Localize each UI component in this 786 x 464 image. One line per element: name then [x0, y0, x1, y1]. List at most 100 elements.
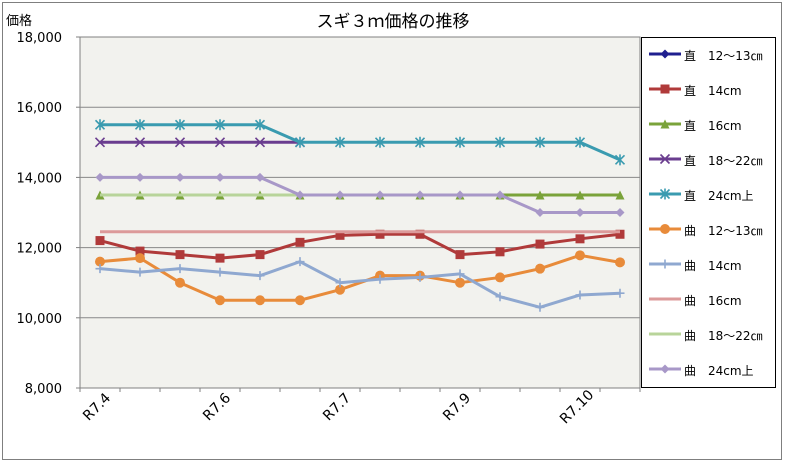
legend-swatch — [649, 224, 681, 234]
data-point — [495, 292, 505, 302]
series-line — [100, 175, 620, 214]
data-point — [174, 137, 186, 148]
legend-swatch — [649, 119, 681, 129]
data-point — [535, 208, 545, 217]
legend-swatch — [649, 364, 681, 374]
data-point — [255, 271, 265, 281]
legend-label: 直 24cm上 — [684, 189, 754, 203]
legend-swatch — [649, 297, 681, 301]
legend-item: 直 12～13㎝ — [642, 44, 777, 64]
x-tick-label: R7.9 — [440, 390, 474, 424]
legend-label: 曲 16cm — [684, 294, 742, 308]
data-point — [335, 230, 345, 240]
data-point — [135, 267, 145, 277]
legend-item: 直 18～22㎝ — [642, 149, 777, 169]
y-tick-label: 8,000 — [25, 382, 62, 397]
legend-swatch — [649, 188, 681, 200]
x-tick-label: R7.10 — [557, 387, 597, 427]
data-point — [95, 256, 105, 267]
data-point — [135, 172, 145, 182]
data-point — [295, 190, 305, 200]
legend-marker — [660, 49, 670, 59]
data-point — [615, 257, 625, 268]
series-4 — [94, 119, 626, 166]
legend-label: 曲 18～22㎝ — [684, 329, 763, 343]
data-point — [535, 263, 545, 274]
data-point — [174, 119, 186, 131]
x-tick-label: R7.6 — [200, 390, 234, 424]
data-point — [614, 154, 626, 166]
data-point — [615, 229, 625, 239]
data-point — [615, 190, 625, 200]
data-point — [415, 229, 425, 239]
data-point — [215, 267, 225, 277]
legend-item: 曲 16cm — [642, 289, 777, 309]
data-point — [414, 136, 426, 148]
legend-marker — [660, 84, 670, 94]
data-point — [255, 295, 265, 306]
y-tick-label: 12,000 — [17, 242, 63, 257]
y-tick-label: 18,000 — [17, 31, 63, 46]
data-point — [94, 137, 106, 148]
legend-swatch — [649, 332, 681, 336]
data-point — [94, 119, 106, 131]
legend-swatch — [649, 153, 681, 165]
data-point — [495, 272, 505, 283]
data-point — [495, 247, 505, 257]
data-point — [335, 284, 345, 295]
data-point — [334, 136, 346, 148]
data-point — [215, 172, 225, 182]
legend-label: 曲 12～13㎝ — [684, 224, 763, 238]
legend-label: 直 18～22㎝ — [684, 154, 763, 168]
data-point — [95, 236, 105, 246]
legend-swatch — [649, 49, 681, 59]
legend-item: 直 24cm上 — [642, 184, 777, 204]
data-point — [214, 137, 226, 148]
data-point — [295, 237, 305, 247]
data-point — [415, 272, 425, 282]
data-point — [375, 274, 385, 284]
legend-swatch — [649, 259, 681, 269]
series-1 — [95, 229, 625, 263]
series-5 — [95, 250, 625, 306]
series-6 — [95, 257, 625, 312]
series-line — [99, 232, 621, 260]
legend-label: 曲 14cm — [684, 259, 742, 273]
series-line — [99, 260, 621, 309]
legend-marker — [660, 259, 670, 269]
legend-marker — [660, 224, 670, 234]
legend-item: 曲 18～22㎝ — [642, 324, 777, 344]
data-point — [534, 136, 546, 148]
data-point — [494, 136, 506, 148]
data-point — [135, 253, 145, 264]
data-point — [214, 119, 226, 131]
data-point — [175, 172, 185, 182]
legend-marker — [660, 364, 670, 374]
data-point — [615, 208, 625, 217]
legend-item: 直 16cm — [642, 114, 777, 134]
data-point — [535, 302, 545, 312]
data-point — [254, 119, 266, 131]
legend-label: 直 16cm — [684, 119, 742, 133]
data-point — [575, 250, 585, 261]
data-point — [535, 239, 545, 249]
data-point — [455, 250, 465, 260]
data-point — [255, 250, 265, 260]
data-point — [294, 136, 306, 148]
data-point — [535, 190, 545, 200]
x-tick-label: R7.7 — [320, 390, 354, 424]
data-point — [575, 208, 585, 217]
legend-label: 直 12～13㎝ — [684, 49, 763, 63]
data-point — [95, 264, 105, 274]
data-point — [455, 190, 465, 200]
series-line — [99, 253, 621, 302]
data-point — [375, 190, 385, 200]
data-point — [335, 278, 345, 288]
legend-item: 曲 12～13㎝ — [642, 219, 777, 239]
data-point — [455, 277, 465, 288]
y-tick-label: 10,000 — [17, 312, 63, 327]
data-point — [454, 136, 466, 148]
legend-item: 曲 24cm上 — [642, 359, 777, 379]
